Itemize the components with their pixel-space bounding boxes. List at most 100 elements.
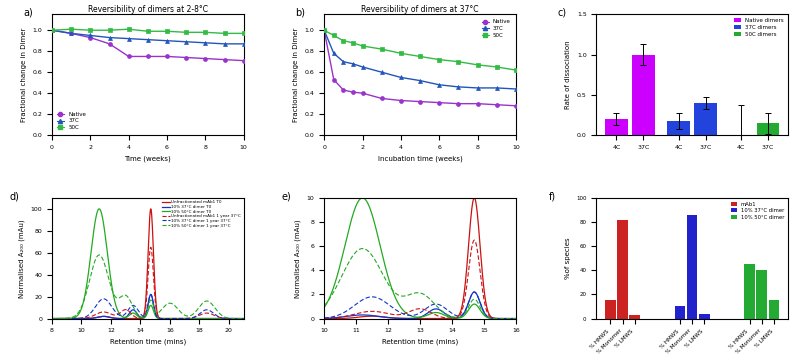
Point [65, 26, 78, 32]
Point [346, 89, 359, 95]
Bar [757, 270, 767, 319]
Point [122, 54, 135, 59]
Point [161, 38, 174, 43]
Point [346, 40, 359, 46]
X-axis label: Time (weeks): Time (weeks) [125, 155, 171, 162]
Point [161, 28, 174, 34]
Point [84, 33, 97, 38]
Point [199, 40, 212, 46]
Y-axis label: Rate of dissociation: Rate of dissociation [566, 41, 571, 109]
Point [356, 43, 369, 49]
Point [346, 61, 359, 67]
Point [471, 101, 484, 106]
Text: c): c) [558, 7, 567, 17]
Bar [744, 264, 755, 319]
Bar [699, 314, 710, 319]
Legend: mAb1, 10% 37°C dimer, 10% 50°C dimer: mAb1, 10% 37°C dimer, 10% 50°C dimer [730, 201, 786, 221]
Point [103, 27, 116, 33]
Bar [667, 121, 690, 135]
Point [433, 57, 446, 63]
Point [510, 86, 522, 92]
Point [180, 39, 193, 45]
Text: d): d) [10, 192, 20, 202]
Point [180, 29, 193, 35]
Point [318, 27, 330, 33]
Point [375, 46, 388, 52]
Point [394, 98, 407, 104]
Point [337, 59, 350, 64]
Y-axis label: %of species: %of species [565, 237, 570, 279]
Bar [605, 119, 628, 135]
Bar [632, 55, 655, 135]
Text: e): e) [282, 192, 292, 202]
Bar [687, 215, 698, 319]
Point [337, 38, 350, 43]
Point [510, 67, 522, 73]
Point [394, 75, 407, 80]
Point [238, 41, 250, 47]
Text: f): f) [549, 192, 555, 202]
X-axis label: Retention time (mins): Retention time (mins) [382, 339, 458, 345]
Point [337, 87, 350, 93]
Point [84, 35, 97, 41]
Point [180, 55, 193, 60]
Point [218, 57, 231, 63]
Point [375, 69, 388, 75]
Point [161, 54, 174, 59]
Bar [618, 220, 628, 319]
Point [490, 102, 503, 108]
Point [490, 64, 503, 70]
Legend: Native, 37C, 50C: Native, 37C, 50C [54, 110, 88, 132]
Y-axis label: Normalised A₂₀₀ (mAu): Normalised A₂₀₀ (mAu) [294, 219, 301, 298]
Title: Reversibility of dimers at 2-8°C: Reversibility of dimers at 2-8°C [88, 5, 208, 14]
X-axis label: Retention time (mins): Retention time (mins) [110, 339, 186, 345]
Bar [630, 315, 640, 319]
Y-axis label: Fractional change in Dimer: Fractional change in Dimer [21, 28, 27, 122]
Point [46, 27, 58, 33]
Point [199, 29, 212, 35]
Point [490, 85, 503, 91]
Point [356, 90, 369, 96]
Point [46, 27, 58, 33]
Point [356, 64, 369, 70]
Point [433, 100, 446, 105]
Point [375, 96, 388, 101]
Text: a): a) [23, 7, 33, 17]
X-axis label: Incubation time (weeks): Incubation time (weeks) [378, 155, 462, 162]
Point [452, 84, 465, 90]
Point [452, 101, 465, 106]
Point [199, 56, 212, 62]
Text: b): b) [295, 7, 306, 17]
Y-axis label: Normalised A₂₀₀ (mAu): Normalised A₂₀₀ (mAu) [18, 219, 25, 298]
Point [218, 30, 231, 36]
Point [327, 50, 340, 56]
Point [414, 78, 426, 84]
Point [318, 27, 330, 33]
Legend: Native, 37C, 50C: Native, 37C, 50C [480, 17, 513, 40]
Bar [605, 300, 616, 319]
Point [122, 36, 135, 42]
Point [142, 54, 154, 59]
Point [510, 103, 522, 109]
Point [394, 50, 407, 56]
Bar [694, 103, 717, 135]
Point [327, 33, 340, 38]
Point [414, 99, 426, 105]
Point [433, 82, 446, 88]
Point [65, 30, 78, 36]
Title: Reversibility of dimers at 37°C: Reversibility of dimers at 37°C [362, 5, 478, 14]
Point [142, 28, 154, 34]
Bar [769, 300, 779, 319]
Point [46, 27, 58, 33]
Point [452, 59, 465, 64]
Point [471, 85, 484, 91]
Point [318, 27, 330, 33]
Point [238, 58, 250, 64]
Point [218, 41, 231, 47]
Bar [757, 123, 779, 135]
Point [471, 62, 484, 68]
Y-axis label: Fractional change in Dimer: Fractional change in Dimer [293, 28, 299, 122]
Point [65, 30, 78, 36]
Point [103, 35, 116, 41]
Legend: Unfractionated mAb1 T0, 10% 37°C dimer T0, 10% 50°C dimer T0, Unfractionated mAb: Unfractionated mAb1 T0, 10% 37°C dimer T… [162, 200, 242, 228]
